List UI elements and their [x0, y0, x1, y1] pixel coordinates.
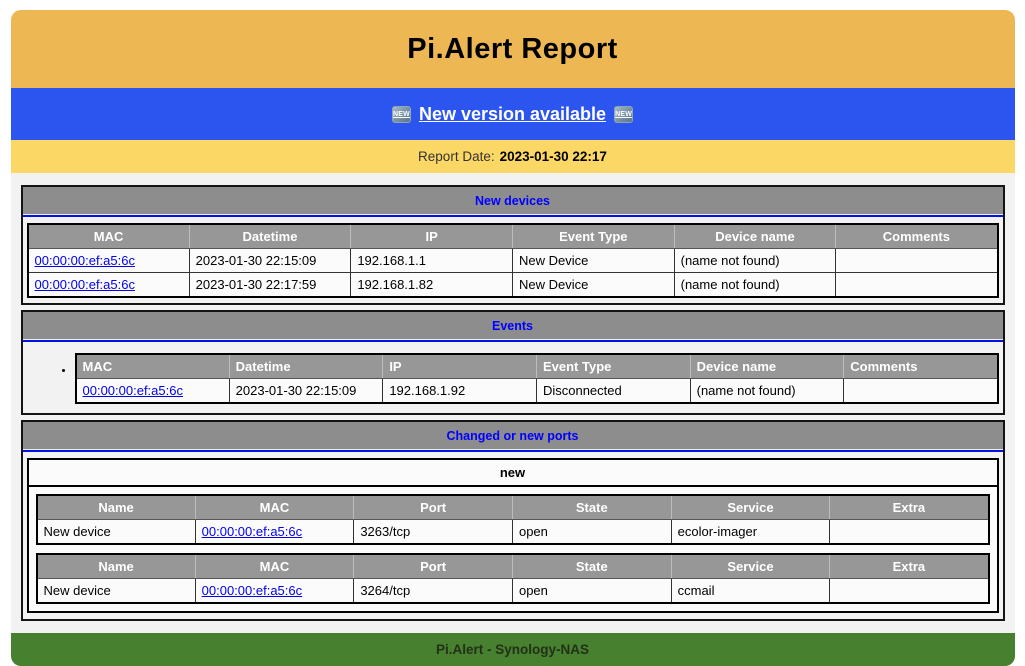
- footer-text: Pi.Alert - Synology-NAS: [435, 642, 589, 657]
- table-header-row: MAC Datetime IP Event Type Device name C…: [75, 353, 998, 379]
- cell-port: 3264/tcp: [353, 578, 513, 604]
- col-mac: MAC: [194, 494, 355, 520]
- cell-ip: 192.168.1.92: [382, 378, 537, 404]
- cell-extra: [829, 519, 989, 545]
- col-port: Port: [353, 553, 513, 579]
- table-header-row: Name MAC Port State Service Extra: [36, 553, 989, 579]
- cell-event-type: Disconnected: [535, 378, 691, 404]
- cell-mac: 00:00:00:ef:a5:6c: [27, 272, 190, 298]
- section-events: Events MAC Datetime IP Event Type Device…: [20, 310, 1005, 415]
- new-badge-icon: NEW: [391, 105, 411, 123]
- col-event-type: Event Type: [511, 223, 675, 249]
- col-mac: MAC: [194, 553, 355, 579]
- col-extra: Extra: [829, 553, 989, 579]
- events-table: MAC Datetime IP Event Type Device name C…: [74, 353, 999, 404]
- col-mac: MAC: [75, 353, 230, 379]
- section-title-new-devices: New devices: [22, 187, 1003, 214]
- cell-datetime: 2023-01-30 22:17:59: [188, 272, 352, 298]
- cell-mac: 00:00:00:ef:a5:6c: [27, 248, 190, 273]
- table-row: 00:00:00:ef:a5:6c 2023-01-30 22:15:09 19…: [75, 378, 998, 404]
- col-service: Service: [670, 553, 831, 579]
- new-version-link[interactable]: New version available: [418, 103, 607, 124]
- cell-device-name: (name not found): [689, 378, 845, 404]
- table-row: 00:00:00:ef:a5:6c 2023-01-30 22:15:09 19…: [27, 248, 998, 273]
- report-content: New devices MAC Datetime IP Event Type D…: [10, 173, 1015, 633]
- section-ports: Changed or new ports new Name MAC Port: [20, 420, 1005, 621]
- cell-datetime: 2023-01-30 22:15:09: [228, 378, 384, 404]
- cell-comments: [835, 272, 998, 298]
- new-badge-icon: NEW: [614, 105, 634, 123]
- mac-link[interactable]: 00:00:00:ef:a5:6c: [201, 524, 303, 539]
- cell-device-name: (name not found): [673, 272, 837, 298]
- table-row: New device 00:00:00:ef:a5:6c 3263/tcp op…: [36, 519, 989, 545]
- col-comments: Comments: [835, 223, 998, 249]
- col-extra: Extra: [829, 494, 989, 520]
- cell-device-name: (name not found): [673, 248, 837, 273]
- cell-event-type: New Device: [511, 248, 675, 273]
- cell-comments: [843, 378, 998, 404]
- report-date-label: Report Date:: [418, 149, 495, 164]
- port-table: Name MAC Port State Service Extra New de…: [35, 553, 990, 604]
- section-divider: [22, 215, 1003, 217]
- cell-name: New device: [36, 519, 196, 545]
- section-divider: [22, 450, 1003, 452]
- table-row: 00:00:00:ef:a5:6c 2023-01-30 22:17:59 19…: [27, 272, 998, 298]
- col-state: State: [511, 494, 672, 520]
- cell-comments: [835, 248, 998, 273]
- cell-mac: 00:00:00:ef:a5:6c: [194, 519, 355, 545]
- cell-port: 3263/tcp: [353, 519, 513, 545]
- col-name: Name: [36, 553, 196, 579]
- ports-group-new: new Name MAC Port State Service Ext: [26, 458, 999, 613]
- new-devices-table: MAC Datetime IP Event Type Device name C…: [26, 223, 999, 298]
- mac-link[interactable]: 00:00:00:ef:a5:6c: [34, 253, 135, 268]
- col-mac: MAC: [27, 223, 190, 249]
- report-date-bar: Report Date: 2023-01-30 22:17: [10, 140, 1015, 173]
- ports-group-label: new: [28, 460, 997, 487]
- cell-state: open: [511, 578, 672, 604]
- mac-link[interactable]: 00:00:00:ef:a5:6c: [34, 277, 135, 292]
- col-device-name: Device name: [673, 223, 837, 249]
- col-ip: IP: [382, 353, 537, 379]
- col-service: Service: [670, 494, 831, 520]
- cell-datetime: 2023-01-30 22:15:09: [188, 248, 352, 273]
- col-port: Port: [353, 494, 513, 520]
- table-row: New device 00:00:00:ef:a5:6c 3264/tcp op…: [36, 578, 989, 604]
- report-date-value: 2023-01-30 22:17: [499, 149, 607, 164]
- section-title-events: Events: [22, 312, 1003, 339]
- table-header-row: MAC Datetime IP Event Type Device name C…: [27, 223, 998, 249]
- cell-service: ccmail: [670, 578, 831, 604]
- events-list: MAC Datetime IP Event Type Device name C…: [27, 353, 999, 404]
- report-footer: Pi.Alert - Synology-NAS: [10, 633, 1015, 666]
- cell-ip: 192.168.1.1: [350, 248, 513, 273]
- col-state: State: [511, 553, 672, 579]
- cell-mac: 00:00:00:ef:a5:6c: [75, 378, 230, 404]
- report-page: Pi.Alert Report NEW New version availabl…: [10, 10, 1015, 666]
- section-title-ports: Changed or new ports: [22, 422, 1003, 449]
- cell-ip: 192.168.1.82: [350, 272, 513, 298]
- table-header-row: Name MAC Port State Service Extra: [36, 494, 989, 520]
- cell-extra: [829, 578, 989, 604]
- col-ip: IP: [350, 223, 513, 249]
- col-datetime: Datetime: [188, 223, 352, 249]
- col-event-type: Event Type: [535, 353, 691, 379]
- col-comments: Comments: [843, 353, 998, 379]
- col-datetime: Datetime: [228, 353, 384, 379]
- port-table: Name MAC Port State Service Extra New de…: [35, 494, 990, 545]
- page-title: Pi.Alert Report: [407, 32, 618, 65]
- report-header: Pi.Alert Report: [10, 10, 1015, 88]
- cell-mac: 00:00:00:ef:a5:6c: [194, 578, 355, 604]
- list-item: MAC Datetime IP Event Type Device name C…: [74, 353, 999, 404]
- cell-state: open: [511, 519, 672, 545]
- mac-link[interactable]: 00:00:00:ef:a5:6c: [201, 583, 303, 598]
- cell-name: New device: [36, 578, 196, 604]
- section-new-devices: New devices MAC Datetime IP Event Type D…: [20, 185, 1005, 305]
- new-version-banner: NEW New version available NEW: [10, 88, 1015, 140]
- col-name: Name: [36, 494, 196, 520]
- mac-link[interactable]: 00:00:00:ef:a5:6c: [82, 383, 183, 398]
- col-device-name: Device name: [689, 353, 845, 379]
- cell-event-type: New Device: [511, 272, 675, 298]
- cell-service: ecolor-imager: [670, 519, 831, 545]
- section-divider: [22, 340, 1003, 342]
